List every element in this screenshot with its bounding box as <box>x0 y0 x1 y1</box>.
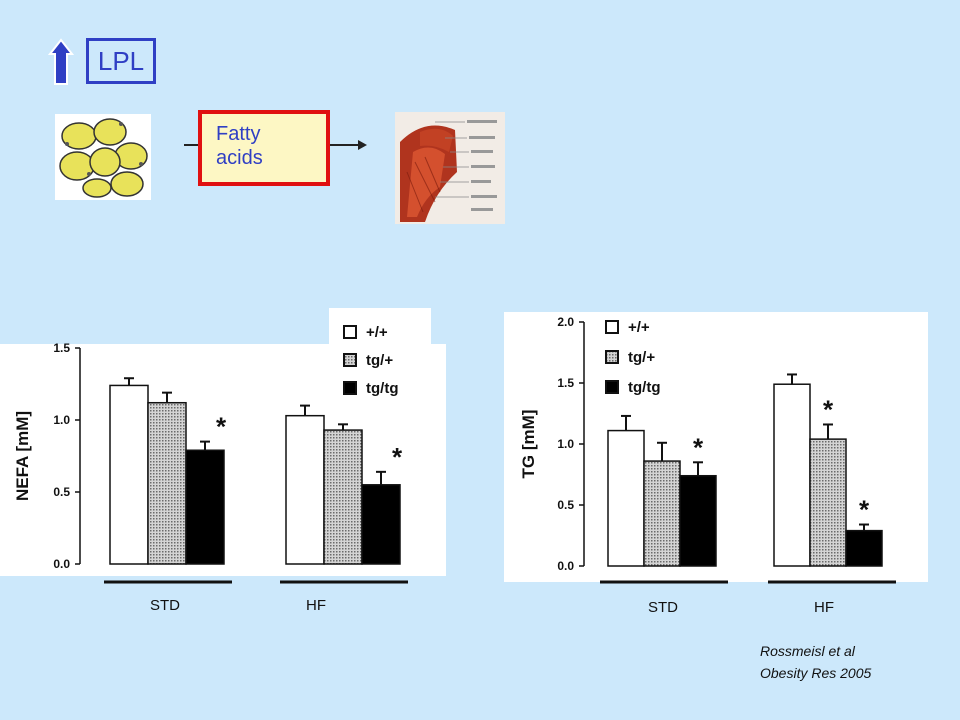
nefa-bar <box>147 401 187 565</box>
tg-legend-label: tg/tg <box>628 379 660 396</box>
tg-legend-label: tg/+ <box>628 349 655 366</box>
tg-hf-label: HF <box>814 599 834 616</box>
nefa-legend-label: +/+ <box>366 324 388 341</box>
tg-y-tick-label: 0.0 <box>557 559 574 573</box>
nefa-bar <box>285 414 325 565</box>
nefa-bar <box>323 429 363 565</box>
tg-y-tick-label: 1.5 <box>557 376 574 390</box>
tg-y-tick-label: 0.5 <box>557 498 574 512</box>
tg-legend-swatch <box>605 320 619 334</box>
nefa-y-tick-label: 1.0 <box>53 413 70 427</box>
tg-bar <box>773 383 811 567</box>
nefa-significance-star: * <box>216 412 227 442</box>
tg-bar <box>679 474 717 567</box>
nefa-y-tick-label: 1.5 <box>53 341 70 355</box>
tg-y-axis-label: TG [mM] <box>519 410 538 479</box>
tg-bar <box>607 429 645 567</box>
nefa-legend-swatch <box>343 325 357 339</box>
nefa-bar <box>185 449 225 565</box>
fatty-acids-line2: acids <box>216 147 263 169</box>
right-arrow-icon <box>330 140 367 150</box>
nefa-bar <box>361 484 401 565</box>
nefa-y-tick-label: 0.5 <box>53 485 70 499</box>
tg-y-tick-label: 2.0 <box>557 315 574 329</box>
tg-bar <box>845 529 883 567</box>
up-arrow-icon <box>48 38 74 85</box>
nefa-legend-swatch <box>343 353 357 367</box>
nefa-bar <box>109 384 149 565</box>
tg-bar <box>809 438 847 567</box>
nefa-chart: 0.0 0.5 1.0 1.5 NEFA [mM] * * +/+ tg/+ tg/tg <box>0 308 446 576</box>
connector-line-left <box>184 144 200 146</box>
citation-line2: Obesity Res 2005 <box>760 665 872 681</box>
tg-y-tick-label: 1.0 <box>557 437 574 451</box>
tg-legend-label: +/+ <box>628 319 650 336</box>
nefa-hf-label: HF <box>306 597 326 614</box>
nefa-y-axis-label: NEFA [mM] <box>13 411 32 501</box>
tg-significance-star: * <box>693 432 704 462</box>
nefa-legend-label: tg/tg <box>366 380 398 397</box>
tg-legend-swatch <box>605 350 619 364</box>
citation: Rossmeisl et al Obesity Res 2005 <box>760 640 871 684</box>
nefa-significance-star: * <box>392 442 403 472</box>
tg-chart: 0.0 0.5 1.0 1.5 2.0 TG [mM] * * * +/+ tg/+ tg/tg <box>504 312 928 582</box>
fatty-acids-box: Fatty acids <box>198 110 330 186</box>
fatty-acids-line1: Fatty <box>216 123 261 145</box>
nefa-std-label: STD <box>150 597 180 614</box>
lpl-label: LPL <box>86 38 156 84</box>
tg-legend-swatch <box>605 380 619 394</box>
citation-line1: Rossmeisl et al <box>760 643 855 659</box>
tg-std-label: STD <box>648 599 678 616</box>
muscle-anatomy-image <box>395 112 505 224</box>
tg-significance-star: * <box>823 394 834 424</box>
nefa-y-tick-label: 0.0 <box>53 557 70 571</box>
tg-significance-star: * <box>859 495 870 525</box>
nefa-legend-label: tg/+ <box>366 352 393 369</box>
adipocytes-image <box>55 114 151 200</box>
tg-bar <box>643 460 681 567</box>
nefa-legend-swatch <box>343 381 357 395</box>
group-underlines <box>104 580 896 584</box>
